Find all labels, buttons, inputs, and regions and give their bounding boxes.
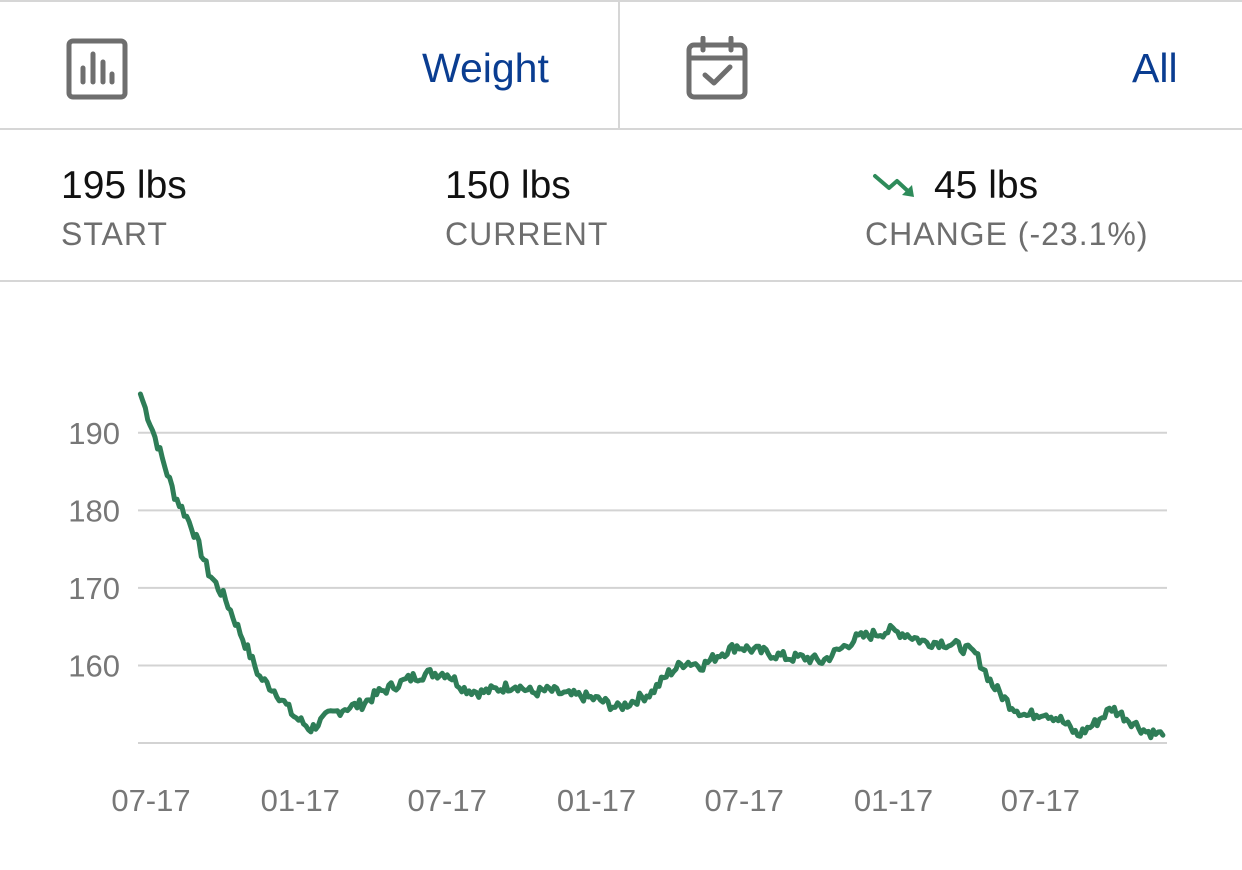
change-value: 45 lbs xyxy=(934,164,1039,207)
y-tick-label: 190 xyxy=(68,416,120,451)
x-tick-label: 07-17 xyxy=(1001,783,1080,818)
x-tick-label: 07-17 xyxy=(111,783,190,818)
weight-line xyxy=(137,391,1166,741)
start-label: START xyxy=(61,216,168,252)
start-value: 195 lbs xyxy=(61,164,187,207)
x-tick-label: 01-17 xyxy=(854,783,933,818)
calendar-check-icon[interactable] xyxy=(686,35,748,100)
bar-chart-icon[interactable] xyxy=(66,38,128,100)
y-tick-label: 180 xyxy=(68,493,120,528)
stats-summary: 195 lbs START 150 lbs CURRENT 45 lbs CHA… xyxy=(0,130,1242,282)
y-tick-label: 160 xyxy=(68,648,120,683)
current-value: 150 lbs xyxy=(445,164,571,207)
change-label: CHANGE (-23.1%) xyxy=(865,216,1149,252)
range-selector[interactable]: All xyxy=(1132,45,1178,91)
top-selector-bar: Weight All xyxy=(0,0,1242,130)
x-tick-label: 01-17 xyxy=(261,783,340,818)
trend-down-icon xyxy=(872,170,918,200)
current-label: CURRENT xyxy=(445,216,609,252)
y-tick-label: 170 xyxy=(68,571,120,606)
top-divider xyxy=(618,2,620,130)
weight-chart: 160 170 180 190 07-17 01-17 07-17 01-17 07-17 01… xyxy=(68,391,1167,818)
x-tick-label: 07-17 xyxy=(705,783,784,818)
x-tick-label: 01-17 xyxy=(557,783,636,818)
metric-selector[interactable]: Weight xyxy=(422,45,549,91)
x-tick-label: 07-17 xyxy=(408,783,487,818)
